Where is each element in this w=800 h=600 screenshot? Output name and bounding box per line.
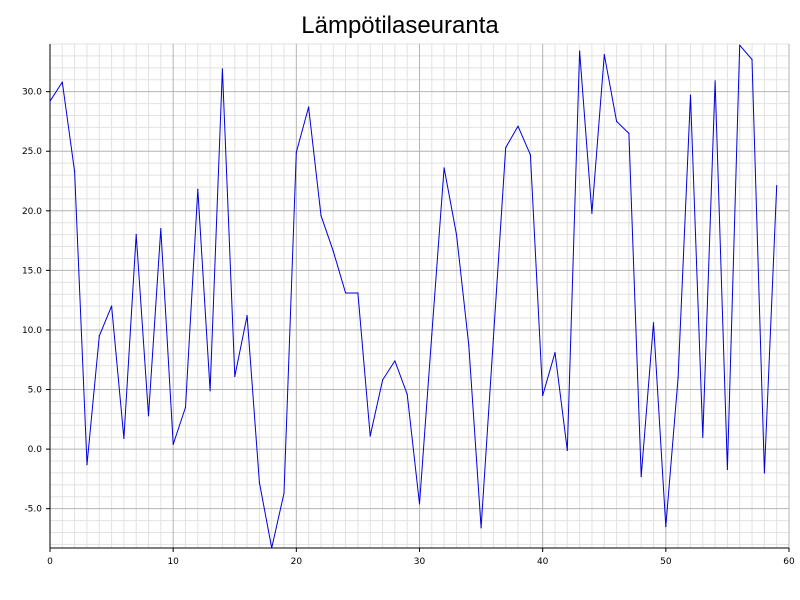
data-point bbox=[480, 527, 482, 529]
data-point bbox=[615, 120, 618, 123]
data-point bbox=[591, 212, 593, 214]
x-tick-label: 50 bbox=[660, 557, 672, 567]
y-tick-label: 10.0 bbox=[22, 326, 42, 336]
data-point bbox=[689, 94, 692, 96]
y-tick-label: 25.0 bbox=[22, 147, 42, 157]
data-point bbox=[714, 80, 716, 82]
data-point bbox=[320, 214, 322, 217]
data-point bbox=[418, 503, 421, 505]
data-point bbox=[369, 435, 371, 437]
y-tick-label: 30.0 bbox=[22, 88, 42, 98]
x-tick-label: 10 bbox=[167, 557, 179, 567]
data-point bbox=[172, 443, 174, 445]
data-point bbox=[455, 234, 458, 236]
data-point bbox=[135, 234, 137, 236]
data-point bbox=[566, 449, 568, 451]
data-point bbox=[209, 390, 211, 392]
data-point bbox=[554, 351, 556, 354]
data-point bbox=[160, 228, 162, 230]
axes bbox=[46, 44, 790, 552]
data-point bbox=[283, 492, 285, 494]
data-point bbox=[295, 151, 297, 154]
data-point bbox=[184, 406, 187, 409]
data-point bbox=[74, 170, 76, 173]
data-point bbox=[406, 393, 408, 395]
chart-title: Lämpötilaseuranta bbox=[301, 12, 499, 39]
data-point bbox=[468, 344, 470, 347]
data-point bbox=[394, 360, 396, 362]
data-point bbox=[61, 81, 63, 83]
data-point bbox=[357, 292, 359, 294]
data-point bbox=[492, 337, 494, 339]
data-point bbox=[271, 547, 273, 549]
data-point bbox=[579, 50, 581, 52]
data-point bbox=[345, 292, 347, 294]
y-tick-label: 15.0 bbox=[22, 266, 42, 276]
data-point bbox=[258, 481, 260, 484]
data-point bbox=[147, 415, 150, 417]
x-tick-label: 30 bbox=[414, 557, 426, 567]
data-point bbox=[110, 305, 113, 307]
data-point bbox=[542, 394, 544, 397]
data-point bbox=[763, 472, 765, 474]
data-point bbox=[49, 100, 51, 102]
data-point bbox=[505, 147, 507, 149]
data-point bbox=[246, 315, 248, 317]
data-point bbox=[517, 125, 519, 127]
data-point bbox=[234, 375, 236, 378]
x-tick-label: 60 bbox=[783, 557, 795, 567]
data-point bbox=[603, 54, 605, 56]
data-point bbox=[332, 250, 334, 252]
data-point bbox=[677, 377, 679, 379]
data-point bbox=[123, 437, 125, 439]
data-point bbox=[431, 334, 433, 336]
x-tick-label: 40 bbox=[537, 557, 549, 567]
x-tick-label: 20 bbox=[291, 557, 303, 567]
data-point bbox=[529, 154, 531, 156]
data-point bbox=[628, 132, 630, 134]
data-point bbox=[640, 475, 642, 478]
tick-labels: 0 10 20 30 40 50 60 -5.0 0.0 5.0 10.0 15.0 20.0 25.0 3… bbox=[22, 88, 795, 567]
data-point bbox=[443, 167, 445, 169]
y-tick-label: -5.0 bbox=[24, 505, 42, 515]
data-point bbox=[381, 379, 384, 381]
data-point bbox=[702, 436, 704, 438]
data-point bbox=[726, 468, 729, 470]
data-point bbox=[652, 322, 655, 324]
data-point bbox=[776, 185, 778, 187]
series-layer bbox=[49, 44, 778, 549]
data-point bbox=[98, 335, 100, 337]
x-tick-label: 0 bbox=[47, 557, 53, 567]
data-point bbox=[221, 68, 224, 70]
data-point bbox=[751, 58, 753, 61]
y-tick-label: 0.0 bbox=[28, 445, 43, 455]
y-tick-label: 5.0 bbox=[28, 386, 43, 396]
data-point bbox=[308, 106, 310, 108]
data-point bbox=[665, 525, 667, 528]
y-tick-label: 20.0 bbox=[22, 207, 42, 217]
grid bbox=[49, 43, 790, 548]
data-point bbox=[739, 44, 741, 46]
data-point bbox=[197, 188, 199, 190]
data-point bbox=[86, 463, 88, 466]
series-line bbox=[49, 44, 778, 549]
